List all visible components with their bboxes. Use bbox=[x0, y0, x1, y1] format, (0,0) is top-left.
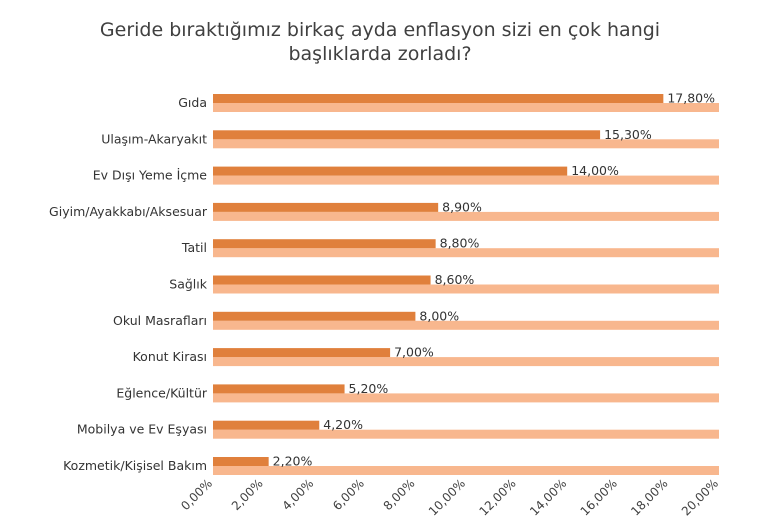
bar-primary bbox=[213, 202, 439, 212]
x-tick-label: 18,00% bbox=[628, 476, 670, 518]
bar-secondary bbox=[213, 320, 719, 330]
chart-title-line-2: başlıklarda zorladı? bbox=[288, 43, 472, 65]
category-label: Mobilya ve Ev Eşyası bbox=[77, 422, 207, 437]
bar-primary bbox=[213, 348, 391, 358]
bar-secondary bbox=[213, 284, 719, 294]
value-label: 15,30% bbox=[604, 127, 652, 142]
category-label: Sağlık bbox=[169, 277, 207, 292]
category-label: Tatil bbox=[181, 240, 207, 255]
bar-primary bbox=[213, 420, 320, 430]
bar-primary bbox=[213, 130, 601, 140]
category-label: Eğlence/Kültür bbox=[116, 385, 207, 400]
x-tick-label: 16,00% bbox=[578, 476, 620, 518]
category-label: Gıda bbox=[178, 95, 207, 110]
x-tick-label: 8,00% bbox=[381, 476, 418, 513]
chart-title-line-1: Geride bıraktığımız birkaç ayda enflasyo… bbox=[99, 19, 661, 41]
chart-title: Geride bıraktığımız birkaç ayda enflasyo… bbox=[0, 18, 760, 66]
value-label: 8,90% bbox=[442, 199, 482, 214]
x-tick-label: 14,00% bbox=[527, 476, 569, 518]
value-label: 8,60% bbox=[435, 272, 475, 287]
x-tick-label: 2,00% bbox=[229, 476, 266, 513]
bar-secondary bbox=[213, 466, 719, 475]
value-label: 2,20% bbox=[273, 454, 313, 469]
bar-secondary bbox=[213, 357, 719, 367]
bar-primary bbox=[213, 94, 664, 103]
x-tick-label: 20,00% bbox=[679, 476, 721, 518]
value-label: 4,20% bbox=[323, 417, 363, 432]
bar-primary bbox=[213, 384, 345, 394]
category-label: Ulaşım-Akaryakıt bbox=[101, 131, 207, 146]
x-tick-label: 10,00% bbox=[426, 476, 468, 518]
value-label: 8,00% bbox=[419, 308, 459, 323]
bar-secondary bbox=[213, 211, 719, 221]
x-tick-label: 0,00% bbox=[178, 476, 215, 513]
value-label: 5,20% bbox=[349, 381, 389, 396]
bar-primary bbox=[213, 457, 269, 466]
bar-primary bbox=[213, 166, 568, 176]
bar-secondary bbox=[213, 393, 719, 403]
bar-secondary bbox=[213, 175, 719, 185]
bar-primary bbox=[213, 275, 431, 285]
x-tick-label: 6,00% bbox=[330, 476, 367, 513]
value-label: 8,80% bbox=[440, 236, 480, 251]
category-label: Konut Kirası bbox=[133, 349, 207, 364]
bar-secondary bbox=[213, 139, 719, 149]
value-label: 7,00% bbox=[394, 345, 434, 360]
category-label: Okul Masrafları bbox=[113, 313, 207, 328]
x-tick-label: 4,00% bbox=[279, 476, 316, 513]
value-label: 17,80% bbox=[667, 91, 715, 106]
bar-secondary bbox=[213, 429, 719, 439]
bar-primary bbox=[213, 311, 416, 321]
category-label: Giyim/Ayakkabı/Aksesuar bbox=[49, 204, 208, 219]
category-label: Kozmetik/Kişisel Bakım bbox=[63, 458, 207, 473]
category-label: Ev Dışı Yeme İçme bbox=[93, 168, 208, 183]
bar-primary bbox=[213, 239, 436, 249]
x-tick-label: 12,00% bbox=[476, 476, 518, 518]
bar-secondary bbox=[213, 103, 719, 112]
value-label: 14,00% bbox=[571, 163, 619, 178]
bar-secondary bbox=[213, 248, 719, 258]
